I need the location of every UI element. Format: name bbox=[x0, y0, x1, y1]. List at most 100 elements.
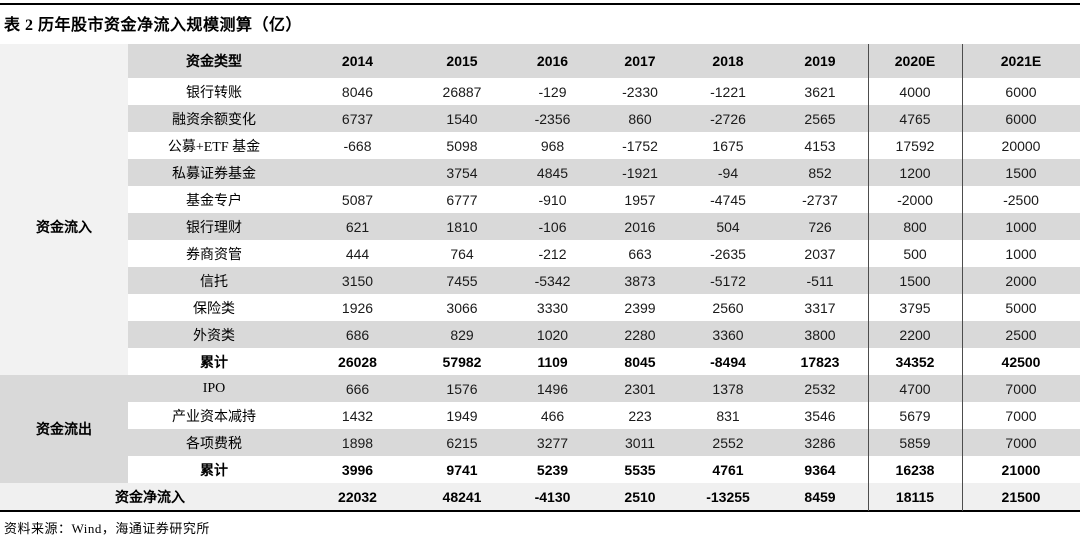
table-row: 保险类 1926 3066 3330 2399 2560 3317 3795 5000 bbox=[0, 294, 1080, 321]
year-header-cell: 2016 bbox=[509, 44, 596, 78]
corner-cell bbox=[0, 44, 128, 78]
value-cell: 2500 bbox=[962, 321, 1080, 348]
value-cell bbox=[300, 159, 415, 186]
value-cell: 4000 bbox=[899, 83, 931, 100]
value-cell: 686 bbox=[300, 321, 415, 348]
row-label: 累计 bbox=[200, 463, 228, 479]
year-header-cell: 2019 bbox=[772, 44, 868, 78]
table-row: 私募证券基金 3754 4845 -1921 -94 852 1200 1500 bbox=[0, 159, 1080, 186]
value-cell: 2000 bbox=[962, 267, 1080, 294]
value-cell: 3066 bbox=[446, 299, 478, 316]
value-cell: 1926 bbox=[341, 299, 374, 316]
top-rule bbox=[0, 3, 1080, 5]
value-cell: 2560 bbox=[712, 299, 744, 316]
value-cell: 1810 bbox=[415, 213, 509, 240]
row-label: 银行转账 bbox=[186, 85, 242, 101]
value-cell: 6000 bbox=[962, 105, 1080, 132]
value-cell: -5342 bbox=[509, 267, 596, 294]
value-cell: 3996 bbox=[341, 461, 374, 478]
value-cell: 3011 bbox=[596, 429, 684, 456]
value-cell: -2737 bbox=[802, 191, 838, 208]
value-cell: 20000 bbox=[1001, 137, 1041, 154]
year-header-cell: 2015 bbox=[415, 44, 509, 78]
table-body: 资金流入 银行转账 8046 26887 -129 -2330 -1221 3621 4000 6… bbox=[0, 78, 1080, 511]
value-cell: 444 bbox=[345, 245, 370, 262]
value-cell: 7000 bbox=[962, 375, 1080, 402]
value-cell: 860 bbox=[596, 105, 684, 132]
value-cell: 4845 bbox=[509, 159, 596, 186]
net-inflow-label: 资金净流入 bbox=[0, 483, 300, 511]
table-row: 资金流出 IPO 666 1576 1496 2301 1378 2532 4700 7000 bbox=[0, 375, 1080, 483]
value-cell: 1000 bbox=[962, 213, 1080, 240]
value-cell: 504 bbox=[684, 213, 772, 240]
value-cell: -8494 bbox=[710, 353, 746, 370]
value-cell: 3317 bbox=[804, 299, 836, 316]
value-cell: 2532 bbox=[772, 375, 868, 402]
value-cell: 1496 bbox=[509, 375, 596, 402]
table-wrap: 资金类型 2014 2015 2016 2017 2018 2019 2020E 2021E 资… bbox=[0, 44, 1080, 512]
divider-2020e bbox=[868, 44, 869, 511]
row-label: 保险类 bbox=[193, 301, 235, 317]
row-label: IPO bbox=[128, 375, 300, 402]
value-cell: 4700 bbox=[868, 375, 962, 402]
value-cell: 3795 bbox=[899, 299, 931, 316]
year-header-cell: 2014 bbox=[300, 44, 415, 78]
value-cell: 1200 bbox=[868, 159, 962, 186]
value-cell: 3546 bbox=[804, 407, 836, 424]
value-cell: -1221 bbox=[710, 83, 746, 100]
value-cell: -94 bbox=[684, 159, 772, 186]
row-label: 公募+ETF 基金 bbox=[167, 139, 261, 155]
row-label: 产业资本减持 bbox=[172, 409, 256, 425]
value-cell: 2552 bbox=[684, 429, 772, 456]
row-label: 累计 bbox=[200, 355, 228, 371]
table-row: 公募+ETF 基金 -668 5098 968 -1752 1675 4153 17592 20… bbox=[0, 132, 1080, 159]
divider-2021e bbox=[962, 44, 963, 511]
value-cell: 3150 bbox=[300, 267, 415, 294]
value-cell: 2565 bbox=[772, 105, 868, 132]
table-row: 各项费税 1898 6215 3277 3011 2552 3286 5859 7000 bbox=[0, 429, 1080, 456]
capital-flow-table: 资金类型 2014 2015 2016 2017 2018 2019 2020E 2021E 资… bbox=[0, 44, 1080, 512]
value-cell: 5239 bbox=[536, 461, 569, 478]
group-cell-inflow: 资金流入 bbox=[0, 78, 128, 375]
value-cell: 34352 bbox=[895, 353, 935, 370]
value-cell: 3873 bbox=[596, 267, 684, 294]
value-cell: 852 bbox=[772, 159, 868, 186]
net-value-cell: 8459 bbox=[772, 483, 868, 511]
header-row: 资金类型 2014 2015 2016 2017 2018 2019 2020E 2021E bbox=[0, 44, 1080, 78]
value-cell: 1020 bbox=[509, 321, 596, 348]
value-cell: -212 bbox=[538, 245, 567, 262]
value-cell: 4765 bbox=[868, 105, 962, 132]
value-cell: 2200 bbox=[868, 321, 962, 348]
value-cell: -2356 bbox=[509, 105, 596, 132]
table-row: 券商资管 444 764 -212 663 -2635 2037 500 1000 bbox=[0, 240, 1080, 267]
value-cell: 1432 bbox=[341, 407, 374, 424]
value-cell: 621 bbox=[300, 213, 415, 240]
value-cell: 726 bbox=[772, 213, 868, 240]
value-cell: 3286 bbox=[772, 429, 868, 456]
value-cell: -106 bbox=[509, 213, 596, 240]
source-note: 资料来源：Wind，海通证券研究所 bbox=[4, 521, 210, 536]
value-cell: 8045 bbox=[624, 353, 656, 370]
year-header-cell: 2017 bbox=[596, 44, 684, 78]
row-label: 各项费税 bbox=[128, 429, 300, 456]
year-header-cell: 2021E bbox=[962, 44, 1080, 78]
row-label: 外资类 bbox=[128, 321, 300, 348]
value-cell: 7000 bbox=[962, 429, 1080, 456]
value-cell: 3330 bbox=[536, 299, 569, 316]
row-label: 信托 bbox=[128, 267, 300, 294]
value-cell: 1957 bbox=[624, 191, 656, 208]
value-cell: 1500 bbox=[868, 267, 962, 294]
value-cell: 8046 bbox=[341, 83, 374, 100]
value-cell: 5098 bbox=[446, 137, 478, 154]
value-cell: 5000 bbox=[1005, 299, 1037, 316]
value-cell: 1675 bbox=[712, 137, 744, 154]
value-cell: -2635 bbox=[710, 245, 746, 262]
value-cell: 5087 bbox=[341, 191, 374, 208]
year-header-cell: 2018 bbox=[684, 44, 772, 78]
value-cell: 6777 bbox=[446, 191, 478, 208]
value-cell: 26887 bbox=[442, 83, 482, 100]
value-cell: 42500 bbox=[1001, 353, 1041, 370]
value-cell: 829 bbox=[415, 321, 509, 348]
net-value-cell: -4130 bbox=[509, 483, 596, 511]
